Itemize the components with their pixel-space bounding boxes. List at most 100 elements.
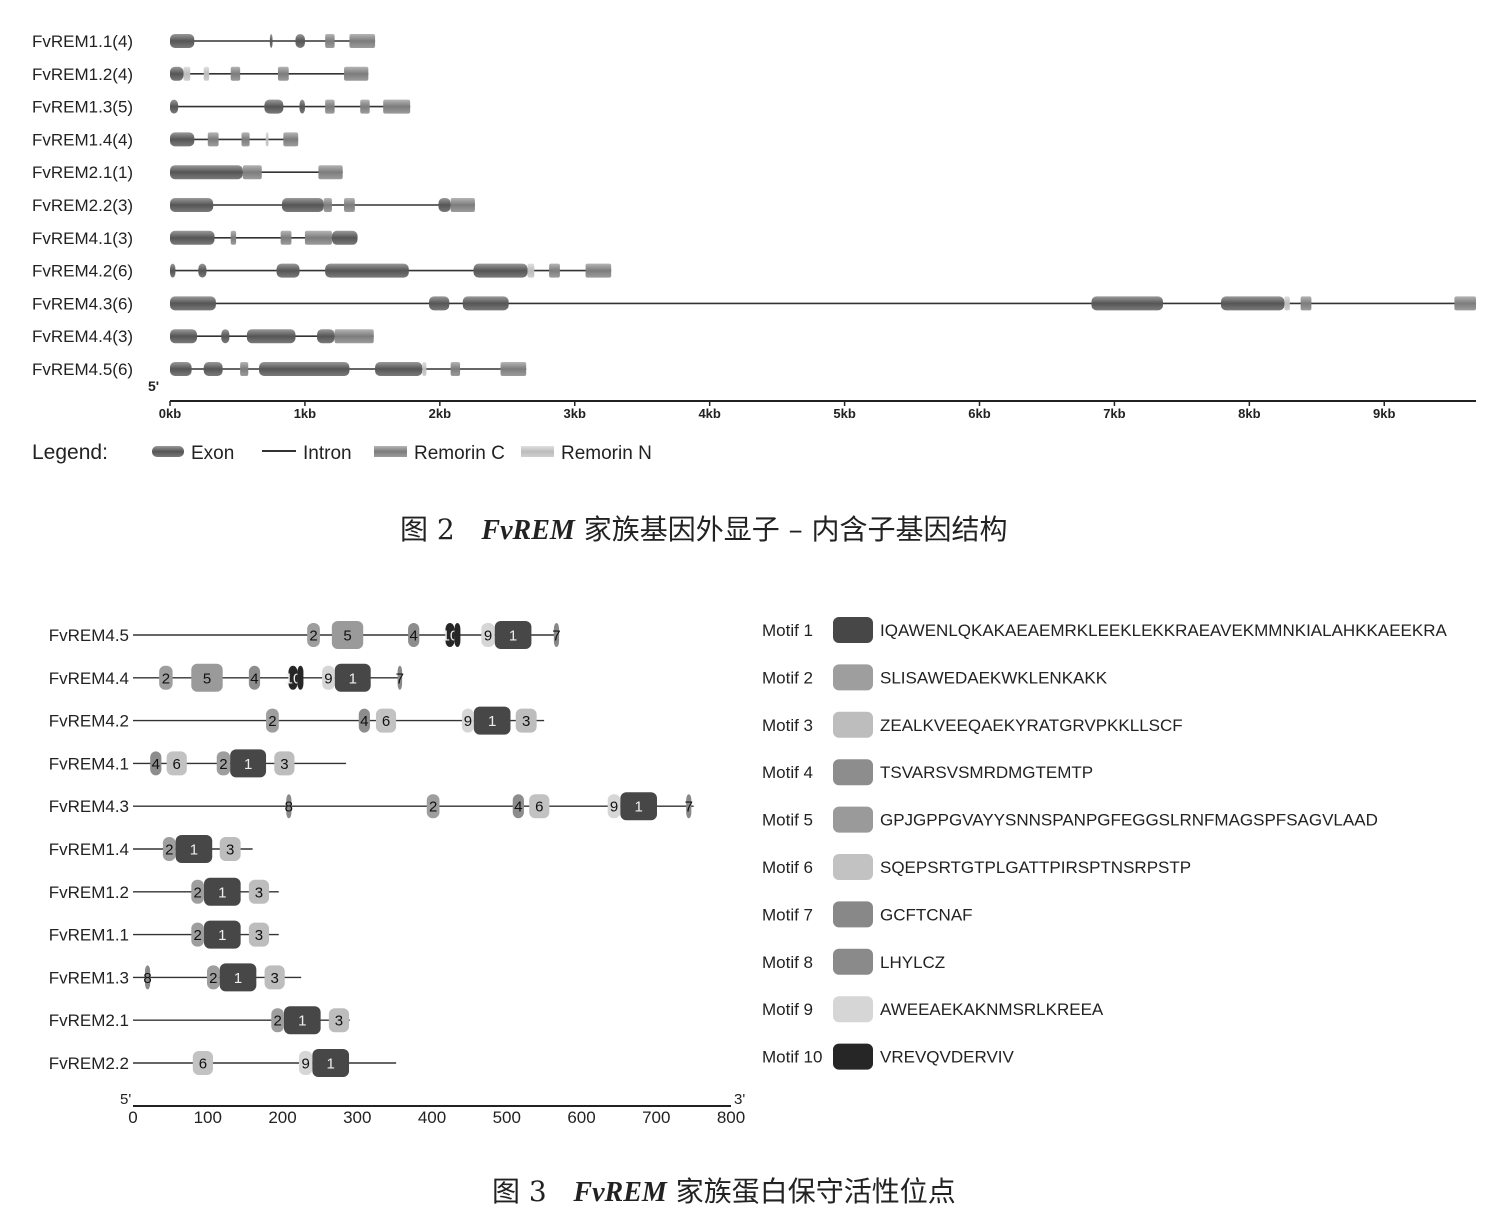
motif-legend: Motif 1 IQAWENLQKAKAEAEMRKLEEKLEKKRAEAVEK…	[762, 617, 1448, 1070]
remorin-c-block	[277, 66, 289, 81]
motif-number: 7	[685, 799, 693, 816]
exon-block	[317, 329, 335, 344]
exon-block	[170, 165, 243, 180]
protein-row: FvREM1.4 2 1 3	[49, 835, 253, 863]
motif-number: 1	[234, 970, 242, 987]
motif-1-box	[334, 663, 371, 692]
motif-number: 1	[509, 628, 517, 645]
gene-rows: FvREM1.1(4) FvREM1.2(4) FvREM1.3(5) FvREM1.…	[32, 32, 1476, 379]
motif-legend-name: Motif 5	[762, 811, 813, 830]
motif-9-box	[481, 623, 495, 647]
axis-tick-label: 200	[268, 1108, 296, 1127]
exon-block	[276, 263, 300, 278]
gene-row: FvREM2.2(3)	[32, 196, 475, 215]
motif-legend-name: Motif 9	[762, 1000, 813, 1019]
exon-block	[325, 263, 409, 278]
axis-tick-label: 3kb	[564, 406, 586, 421]
axis-tick-label: 300	[343, 1108, 371, 1127]
remorin-c-block	[1300, 296, 1312, 311]
exon-block	[170, 362, 192, 376]
figure3-caption: 图 3 FvREM 家族蛋白保守活性位点	[492, 1170, 956, 1210]
motif-4-box	[408, 623, 420, 647]
remorin-c-block	[240, 362, 249, 376]
protein-label: FvREM1.2	[49, 883, 129, 902]
motif-1-box	[620, 792, 657, 821]
protein-row: FvREM4.4 2 5 4 10 9 1 7	[49, 663, 404, 692]
motif-9-box	[322, 665, 335, 690]
three-prime-label: 3'	[734, 1091, 745, 1108]
motif-7-box	[397, 665, 403, 690]
motif-7-box	[553, 623, 560, 647]
gene-label: FvREM2.2(3)	[32, 196, 133, 215]
motif-number: 2	[162, 670, 170, 687]
exon-block	[269, 34, 273, 48]
gene-label: FvREM1.4(4)	[32, 130, 133, 149]
motif-number: 5	[343, 628, 351, 645]
axis-tick-label: 2kb	[429, 406, 451, 421]
gene-label: FvREM1.2(4)	[32, 65, 133, 84]
motif-legend-name: Motif 10	[762, 1048, 822, 1067]
motif-1-box	[312, 1049, 350, 1077]
motif-number: 7	[552, 628, 560, 645]
gene-row: FvREM1.2(4)	[32, 65, 369, 84]
motif-number: 2	[209, 970, 217, 987]
motif-legend-swatch	[833, 664, 873, 691]
motif-legend-item: Motif 2 SLISAWEDAEKWKLENKAKK	[762, 664, 1108, 691]
remorin-n-block	[527, 263, 535, 278]
exon-block	[1221, 296, 1285, 311]
motif-number: 6	[535, 799, 543, 816]
motif-legend-sequence: ZEALKVEEQAEKYRATGRVPKKLLSCF	[880, 716, 1183, 735]
protein-label: FvREM1.3	[49, 968, 129, 987]
motif-legend-name: Motif 8	[762, 953, 813, 972]
gene-label: FvREM2.1(1)	[32, 163, 133, 182]
motif-legend-item: Motif 7 GCFTCNAF	[762, 901, 973, 928]
motif-legend-item: Motif 9 AWEEAEKAKNMSRLKREEA	[762, 996, 1104, 1023]
figure2-caption-italic: FvREM	[481, 515, 575, 546]
motif-legend-sequence: AWEEAEKAKNMSRLKREEA	[880, 1000, 1104, 1019]
gene-row: FvREM2.1(1)	[32, 163, 343, 182]
axis-tick-label: 7kb	[1103, 406, 1125, 421]
remorin-c-block	[230, 66, 241, 81]
exon-block	[438, 198, 451, 212]
motif-7-box	[686, 794, 692, 819]
remorin-c-block	[360, 99, 370, 114]
motif-number: 1	[327, 1056, 335, 1073]
motif-4-box	[512, 794, 524, 819]
axis-tick-label: 6kb	[968, 406, 990, 421]
protein-label: FvREM2.1	[49, 1011, 129, 1030]
motif-number: 4	[514, 799, 522, 816]
protein-label: FvREM1.1	[49, 926, 129, 945]
legend-remorin-n-label: Remorin N	[561, 443, 652, 464]
motif-3-box	[264, 965, 285, 990]
protein-row: FvREM1.1 2 1 3	[49, 920, 279, 949]
aa-axis: 5' 3' 0 100 200 300 400 500 600 700 800	[120, 1091, 745, 1127]
motif-4-box	[358, 708, 370, 733]
motif-number: 9	[484, 628, 492, 645]
motif-number: 9	[324, 670, 332, 687]
remorin-n-block	[203, 66, 210, 81]
motif-number: 5	[203, 670, 211, 687]
figure3-caption-suffix: 家族蛋白保守活性位点	[675, 1175, 956, 1208]
gene-row: FvREM1.3(5)	[32, 98, 411, 117]
legend-remorin-c-label: Remorin C	[414, 443, 505, 464]
gene-row: FvREM4.1(3)	[32, 229, 358, 248]
gene-row: FvREM4.3(6)	[32, 294, 1476, 313]
motif-legend-sequence: LHYLCZ	[880, 953, 945, 972]
exon-block	[170, 263, 176, 278]
remorin-c-block	[242, 165, 262, 180]
motif-9-box	[461, 708, 474, 733]
motif-number: 2	[193, 927, 201, 944]
motif-8-box	[286, 794, 292, 819]
remorin-c-block	[334, 329, 374, 344]
motif-legend-item: Motif 10 VREVQVDERVIV	[762, 1043, 1015, 1070]
motif-number: 3	[270, 970, 278, 987]
motif-number: 3	[522, 713, 530, 730]
kb-axis: 5'0kb 1kb 2kb 3kb 4kb 5kb 6kb 7kb 8kb 9kb	[148, 378, 1476, 421]
motif-legend-swatch	[833, 711, 873, 738]
axis-tick-label: 0	[128, 1108, 137, 1127]
motif-legend-sequence: GPJGPPGVAYYSNNSPANPGFEGGSLRNFMAGSPFSAGVL…	[880, 811, 1378, 830]
motif-3-box	[248, 879, 270, 904]
remorin-n-block	[1284, 296, 1290, 311]
motif-number: 1	[635, 799, 643, 816]
